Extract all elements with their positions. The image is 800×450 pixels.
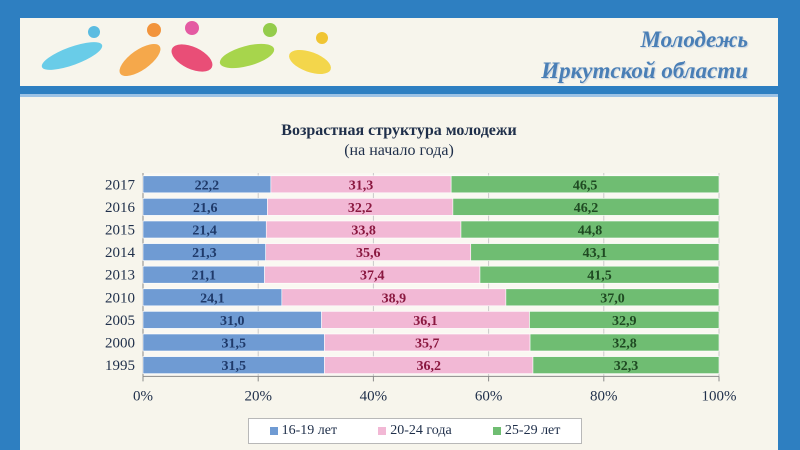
bar-segment [505, 288, 720, 307]
header-divider-light [20, 94, 778, 97]
bar-segment [452, 198, 720, 216]
legend-swatch [492, 427, 501, 435]
data-label: 36,2 [416, 359, 441, 374]
data-label: 32,9 [612, 314, 637, 329]
bar-segment [529, 333, 720, 352]
x-tick-label: 80% [590, 388, 618, 404]
data-label: 32,3 [614, 359, 639, 374]
legend-label: 25-29 лет [504, 423, 561, 438]
bar-segment [479, 265, 720, 284]
y-tick-label: 2005 [105, 313, 135, 329]
y-tick-label: 2000 [105, 336, 135, 352]
bar-segment [450, 175, 720, 194]
data-label: 32,8 [612, 337, 637, 352]
legend-item: 20-24 года [378, 423, 452, 439]
x-tick-label: 100% [702, 388, 737, 404]
data-label: 37,4 [360, 269, 385, 284]
bar-segment [460, 220, 720, 239]
legend-swatch [269, 427, 278, 435]
x-tick-label: 0% [133, 388, 153, 404]
data-label: 21,4 [192, 224, 217, 239]
data-label: 21,3 [192, 246, 217, 261]
data-label: 31,5 [221, 337, 246, 352]
data-label: 22,2 [195, 178, 220, 193]
data-label: 31,5 [221, 359, 246, 374]
data-label: 46,5 [573, 178, 598, 193]
x-tick-label: 20% [244, 388, 272, 404]
data-label: 38,9 [382, 291, 407, 306]
banner-title: Молодежь Иркутской области [541, 24, 748, 86]
legend-swatch [378, 427, 387, 435]
data-label: 36,1 [413, 314, 438, 329]
data-label: 46,2 [574, 201, 599, 216]
data-label: 35,6 [356, 246, 381, 261]
dancers-illustration [41, 21, 331, 77]
slide: Молодежь Иркутской области Возрастная ст… [20, 18, 778, 450]
data-label: 35,7 [415, 337, 440, 352]
chart-title: Возрастная структура молодежи [281, 122, 517, 139]
y-tick-label: 2017 [105, 177, 136, 193]
chart-legend: 16-19 лет 20-24 года 25-29 лет [248, 418, 582, 444]
bar-segment [529, 311, 720, 329]
x-tick-label: 40% [360, 388, 388, 404]
bar-segment [470, 243, 720, 261]
y-tick-label: 2013 [105, 268, 135, 284]
banner-title-line1: Молодежь [640, 27, 748, 52]
data-label: 44,8 [578, 224, 603, 239]
data-label: 31,0 [220, 314, 245, 329]
data-label: 43,1 [583, 246, 608, 261]
banner-title-line2: Иркутской области [541, 58, 748, 83]
banner: Молодежь Иркутской области [20, 18, 778, 86]
stacked-bar-chart: 0% 20% 40% 60% 80% 100% 2017 22,2 31,3 46,5 2016 21… [105, 173, 737, 404]
legend-item: 25-29 лет [492, 423, 561, 439]
bar-segment [532, 356, 720, 374]
data-label: 21,1 [192, 269, 217, 284]
data-label: 41,5 [587, 269, 612, 284]
x-tick-label: 60% [475, 388, 503, 404]
y-tick-label: 2016 [105, 200, 136, 216]
data-label: 33,8 [351, 224, 376, 239]
y-tick-label: 1995 [105, 358, 135, 374]
y-tick-label: 2015 [105, 223, 135, 239]
legend-label: 20-24 года [390, 423, 452, 438]
data-label: 31,3 [349, 178, 374, 193]
header-divider [20, 86, 778, 94]
legend-item: 16-19 лет [269, 423, 338, 439]
y-tick-label: 2014 [105, 245, 136, 261]
y-tick-label: 2010 [105, 290, 135, 306]
data-label: 21,6 [193, 201, 218, 216]
data-label: 32,2 [348, 201, 373, 216]
chart-subtitle: (на начало года) [344, 142, 454, 159]
data-label: 37,0 [600, 291, 625, 306]
data-label: 24,1 [200, 291, 225, 306]
legend-label: 16-19 лет [281, 423, 338, 438]
